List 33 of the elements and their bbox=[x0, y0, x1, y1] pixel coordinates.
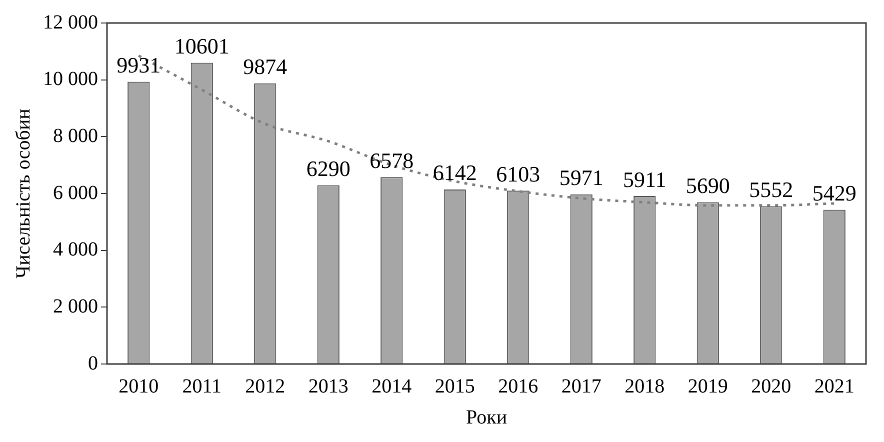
data-label: 5690 bbox=[686, 173, 730, 198]
data-label: 10601 bbox=[174, 34, 230, 59]
x-axis-title: Роки bbox=[466, 406, 508, 428]
x-tick-label: 2018 bbox=[624, 375, 665, 398]
x-tick-label: 2019 bbox=[688, 375, 728, 398]
data-label: 5971 bbox=[559, 165, 604, 190]
data-label: 5552 bbox=[749, 177, 794, 202]
data-label: 6290 bbox=[306, 156, 350, 182]
data-label: 6142 bbox=[432, 160, 477, 186]
data-label: 9874 bbox=[243, 54, 288, 80]
y-tick-label: 12 000 bbox=[43, 11, 98, 34]
data-label: 5911 bbox=[623, 166, 666, 192]
x-tick-label: 2014 bbox=[372, 375, 412, 398]
data-label: 5429 bbox=[812, 180, 856, 206]
y-tick-label: 2 000 bbox=[53, 295, 98, 318]
x-tick-label: 2015 bbox=[434, 375, 475, 398]
x-tick-label: 2012 bbox=[245, 375, 286, 398]
x-tick-label: 2016 bbox=[498, 375, 538, 398]
y-tick-label: 8 000 bbox=[53, 124, 98, 147]
x-tick-label: 2013 bbox=[308, 375, 348, 398]
y-tick-label: 10 000 bbox=[43, 68, 98, 90]
x-tick-label: 2021 bbox=[814, 375, 854, 398]
x-tick-label: 2011 bbox=[182, 375, 222, 398]
y-tick-label: 6 000 bbox=[53, 182, 98, 204]
data-label: 6103 bbox=[496, 161, 540, 186]
y-axis-title: Чисельність особин bbox=[12, 108, 34, 278]
x-tick-label: 2010 bbox=[118, 375, 159, 398]
x-tick-label: 2017 bbox=[561, 375, 602, 398]
x-tick-label: 2020 bbox=[751, 375, 792, 398]
y-tick-label: 4 000 bbox=[53, 238, 98, 261]
y-tick-label: 0 bbox=[88, 352, 98, 374]
data-label: 6578 bbox=[370, 148, 414, 173]
data-label: 9931 bbox=[116, 52, 161, 78]
